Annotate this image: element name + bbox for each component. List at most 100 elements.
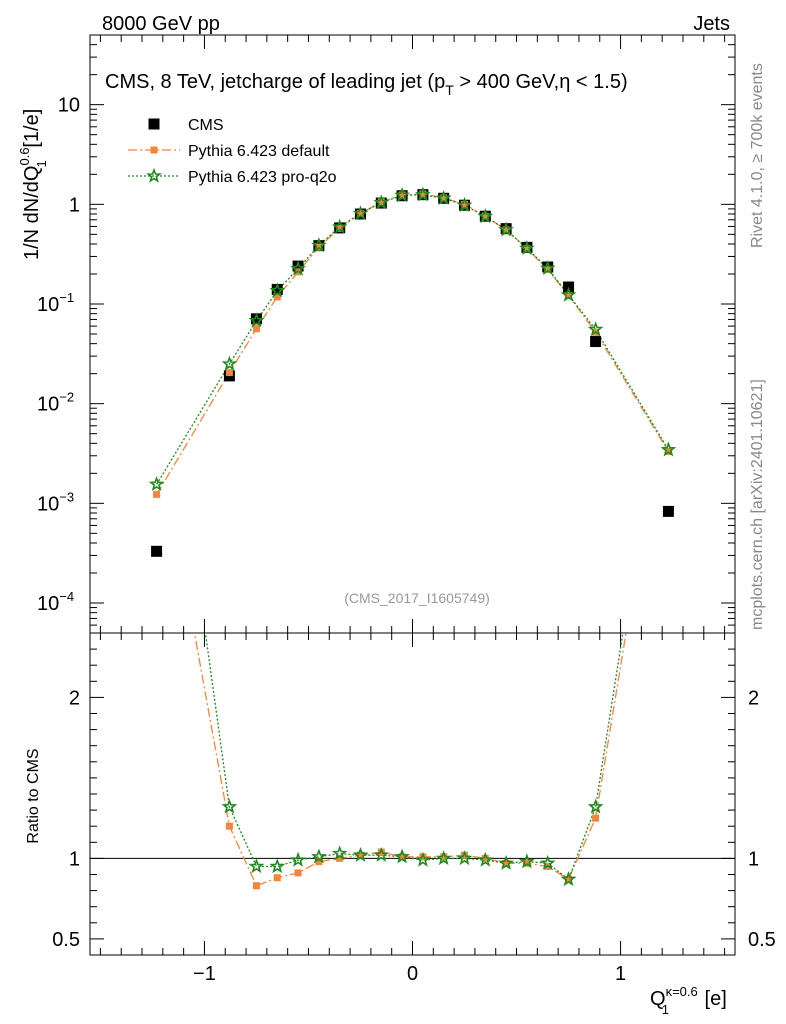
data-point: [273, 293, 281, 301]
ratio-tick-label: 1: [69, 848, 80, 870]
ratio-point: [560, 870, 577, 887]
ratio-point: [248, 858, 265, 874]
ratio-point: [415, 851, 431, 867]
ratio-y-axis-label: Ratio to CMS: [25, 748, 42, 843]
ratio-tick-label-right: 0.5: [748, 929, 776, 951]
y-axis-label-sub: 1: [34, 160, 49, 167]
ratio-plot-frame: [89, 632, 736, 956]
ratio-tick-label: 0.5: [52, 929, 80, 951]
y-axis-label: 1/N dN/dQ0.6 1 [1/e]: [17, 109, 49, 260]
header-right: Jets: [693, 13, 730, 35]
data-point: [151, 545, 163, 557]
data-point: [311, 237, 327, 253]
data-point: [398, 191, 406, 199]
ratio-point: [356, 851, 364, 859]
data-point: [519, 239, 535, 256]
legend-marker: [148, 118, 160, 130]
data-point: [292, 260, 304, 272]
side-label-top: Rivet 4.1.0, ≥ 700k events: [749, 63, 766, 248]
ratio-point: [336, 854, 344, 862]
ratio-point: [398, 853, 406, 861]
x-tick-label: 1: [615, 963, 626, 985]
data-point: [662, 505, 674, 517]
ratio-point: [373, 846, 390, 862]
data-point: [461, 200, 469, 208]
data-point: [440, 194, 448, 202]
data-point: [560, 286, 577, 302]
y-tick-label-base: 10: [58, 95, 80, 117]
x-tick-label: −1: [193, 963, 216, 985]
y-tick-label-exp: −4: [59, 589, 74, 604]
ratio-point: [331, 845, 348, 861]
chart-title-main: CMS, 8 TeV, jetcharge of leading jet (p: [105, 71, 445, 93]
y-tick-label-base: 1: [69, 194, 80, 216]
ratio-point: [311, 848, 327, 864]
ratio-point: [477, 851, 494, 867]
legend-label: CMS: [188, 117, 224, 134]
data-point: [250, 313, 262, 325]
data-point: [587, 321, 604, 337]
ratio-point: [440, 853, 448, 861]
data-point: [502, 226, 510, 234]
y-axis-label-main: 1/N dN/dQ: [21, 166, 43, 260]
data-point: [252, 325, 260, 333]
y-tick-label: 10−4: [37, 589, 74, 615]
ratio-point: [290, 851, 306, 867]
ratio-point: [435, 850, 452, 866]
y-axis-label-unit: [1/e]: [21, 109, 43, 153]
ratio-point: [539, 854, 556, 870]
ratio-point: [315, 858, 323, 866]
data-point: [269, 282, 286, 298]
ratio-point: [519, 853, 535, 869]
data-point: [356, 209, 364, 217]
y-tick-label: 1: [69, 194, 80, 216]
y-tick-label: 10−2: [37, 390, 74, 416]
x-axis-label-sub: 1: [662, 1002, 669, 1017]
ratio-point: [269, 858, 286, 874]
data-point: [477, 208, 494, 224]
x-tick-label: 0: [407, 963, 418, 985]
ratio-point: [481, 854, 489, 862]
data-point: [419, 190, 427, 198]
data-point: [435, 190, 452, 205]
ratio-point: [273, 874, 281, 882]
ratio-point: [502, 859, 510, 867]
data-point: [523, 245, 531, 253]
data-point: [225, 369, 233, 377]
data-point: [456, 196, 473, 212]
data-point: [539, 259, 556, 276]
side-label-bottom: mcplots.cern.ch [arXiv:2401.10621]: [749, 379, 766, 630]
legend-marker: [146, 167, 162, 183]
ratio-tick-label-right: 1: [748, 848, 759, 870]
y-tick-label-base: 10: [37, 394, 59, 416]
ratio-point: [221, 798, 238, 814]
data-point: [565, 291, 573, 299]
data-point: [415, 186, 431, 202]
data-point: [377, 198, 385, 206]
ratio-point: [419, 853, 427, 861]
data-point: [336, 224, 344, 232]
y-tick-label: 10: [58, 95, 80, 117]
ratio-point: [592, 814, 600, 822]
y-tick-label-base: 10: [37, 593, 59, 615]
data-point: [290, 260, 306, 276]
y-tick-label-exp: −3: [59, 489, 74, 504]
ratio-point: [461, 851, 469, 859]
ratio-point: [394, 848, 410, 864]
data-point: [148, 476, 165, 492]
x-axis-label-main: Q: [650, 988, 666, 1010]
ratio-point: [225, 822, 233, 830]
data-point: [498, 221, 514, 237]
y-tick-label-base: 10: [37, 294, 59, 316]
chart-title-sub: T: [445, 82, 454, 98]
y-tick-label-exp: −1: [59, 290, 74, 305]
ratio-point: [294, 869, 302, 877]
x-axis-label-sup: κ=0.6: [666, 984, 698, 999]
ratio-tick-label: 2: [69, 687, 80, 709]
data-point: [271, 283, 283, 295]
data-point: [373, 194, 390, 210]
data-point: [590, 336, 602, 348]
ratio-point: [252, 882, 260, 890]
ratio-point: [565, 875, 573, 883]
